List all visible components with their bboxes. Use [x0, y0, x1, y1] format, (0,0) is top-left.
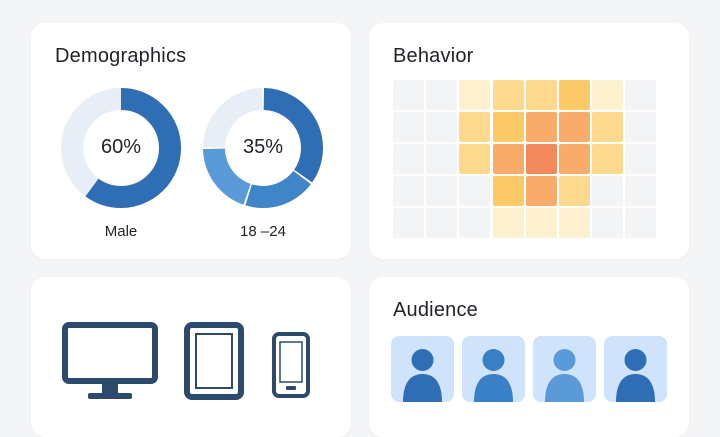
- heatmap-cell[interactable]: [625, 112, 657, 142]
- heatmap-cell[interactable]: [492, 208, 524, 238]
- heatmap-cell[interactable]: [492, 112, 524, 142]
- heatmap-cell[interactable]: [559, 144, 590, 174]
- audience-avatar-tile[interactable]: [462, 336, 525, 402]
- heatmap-cell[interactable]: [559, 112, 590, 142]
- demographics-card: Demographics 60% Male 35% 18 –24: [31, 23, 351, 259]
- heatmap-cell[interactable]: [426, 144, 458, 174]
- heatmap-cell[interactable]: [525, 112, 557, 142]
- heatmap-cell[interactable]: [625, 176, 657, 206]
- gender-percent-value: 60%: [100, 136, 142, 158]
- heatmap-cell[interactable]: [459, 208, 491, 238]
- heatmap-cell[interactable]: [492, 80, 524, 110]
- gender-donut-chart[interactable]: 60%: [61, 88, 181, 208]
- heatmap-cell[interactable]: [426, 208, 458, 238]
- person-icon: [403, 349, 442, 402]
- heatmap-cell[interactable]: [592, 112, 624, 142]
- audience-avatar-tile[interactable]: [391, 336, 454, 402]
- age-donut-chart[interactable]: 35%: [203, 88, 323, 208]
- gender-donut-value-arc: [61, 88, 181, 208]
- heatmap-cell[interactable]: [393, 80, 424, 110]
- heatmap-cell[interactable]: [459, 80, 491, 110]
- audience-avatar-tile[interactable]: [533, 336, 596, 402]
- gender-donut-svg: [61, 88, 181, 208]
- heatmap-cell[interactable]: [625, 144, 657, 174]
- monitor-icon: [62, 322, 158, 411]
- heatmap-cell[interactable]: [492, 144, 524, 174]
- audience-avatar-tile[interactable]: [604, 336, 667, 402]
- tablet-icon: [184, 322, 244, 407]
- heatmap-cell[interactable]: [625, 80, 657, 110]
- heatmap-cell[interactable]: [459, 112, 491, 142]
- heatmap-cell[interactable]: [459, 176, 491, 206]
- person-icon: [545, 349, 584, 402]
- heatmap-cell[interactable]: [525, 80, 557, 110]
- heatmap-cell[interactable]: [393, 176, 424, 206]
- gender-label: Male: [104, 223, 138, 240]
- heatmap-cell[interactable]: [492, 176, 524, 206]
- heatmap-cell[interactable]: [559, 176, 590, 206]
- person-icon: [616, 349, 655, 402]
- heatmap-cell[interactable]: [426, 112, 458, 142]
- heatmap-cell[interactable]: [426, 80, 458, 110]
- age-segment-3[interactable]: [203, 148, 251, 205]
- heatmap-cell[interactable]: [525, 144, 557, 174]
- behavior-card: Behavior: [369, 23, 689, 259]
- audience-title: Audience: [393, 299, 478, 321]
- heatmap-cell[interactable]: [592, 176, 624, 206]
- age-segment-2[interactable]: [245, 170, 311, 208]
- audience-card: Audience: [369, 277, 689, 437]
- age-segment-18-24[interactable]: [263, 88, 323, 183]
- heatmap-cell[interactable]: [459, 144, 491, 174]
- heatmap-cell[interactable]: [559, 208, 590, 238]
- heatmap-cell[interactable]: [525, 208, 557, 238]
- demographics-title: Demographics: [55, 45, 187, 67]
- heatmap-cell[interactable]: [592, 144, 624, 174]
- devices-card: [31, 277, 351, 437]
- smartphone-icon: [272, 332, 310, 405]
- age-label: 18 –24: [240, 223, 286, 240]
- heatmap-cell[interactable]: [592, 80, 624, 110]
- heatmap-cell[interactable]: [559, 80, 590, 110]
- heatmap-cell[interactable]: [592, 208, 624, 238]
- heatmap-cell[interactable]: [625, 208, 657, 238]
- age-donut-svg: [203, 88, 323, 208]
- heatmap-cell[interactable]: [525, 176, 557, 206]
- heatmap-cell[interactable]: [393, 208, 424, 238]
- heatmap-cell[interactable]: [393, 112, 424, 142]
- behavior-title: Behavior: [393, 45, 474, 67]
- heatmap-cell[interactable]: [426, 176, 458, 206]
- person-icon: [474, 349, 513, 402]
- age-segment-rest[interactable]: [203, 88, 263, 148]
- age-percent-value: 35%: [242, 136, 284, 158]
- heatmap-cell[interactable]: [393, 144, 424, 174]
